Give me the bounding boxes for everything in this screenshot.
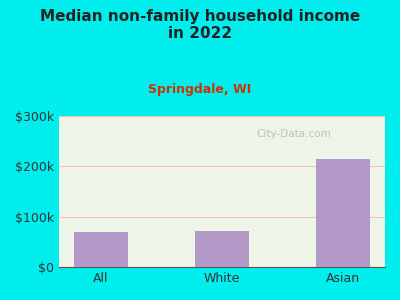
Text: Median non-family household income
in 2022: Median non-family household income in 20…: [40, 9, 360, 41]
Bar: [74, 232, 128, 267]
Text: City-Data.com: City-Data.com: [256, 129, 331, 139]
Text: Springdale, WI: Springdale, WI: [148, 82, 252, 95]
Bar: [195, 231, 249, 267]
Bar: [316, 159, 370, 267]
